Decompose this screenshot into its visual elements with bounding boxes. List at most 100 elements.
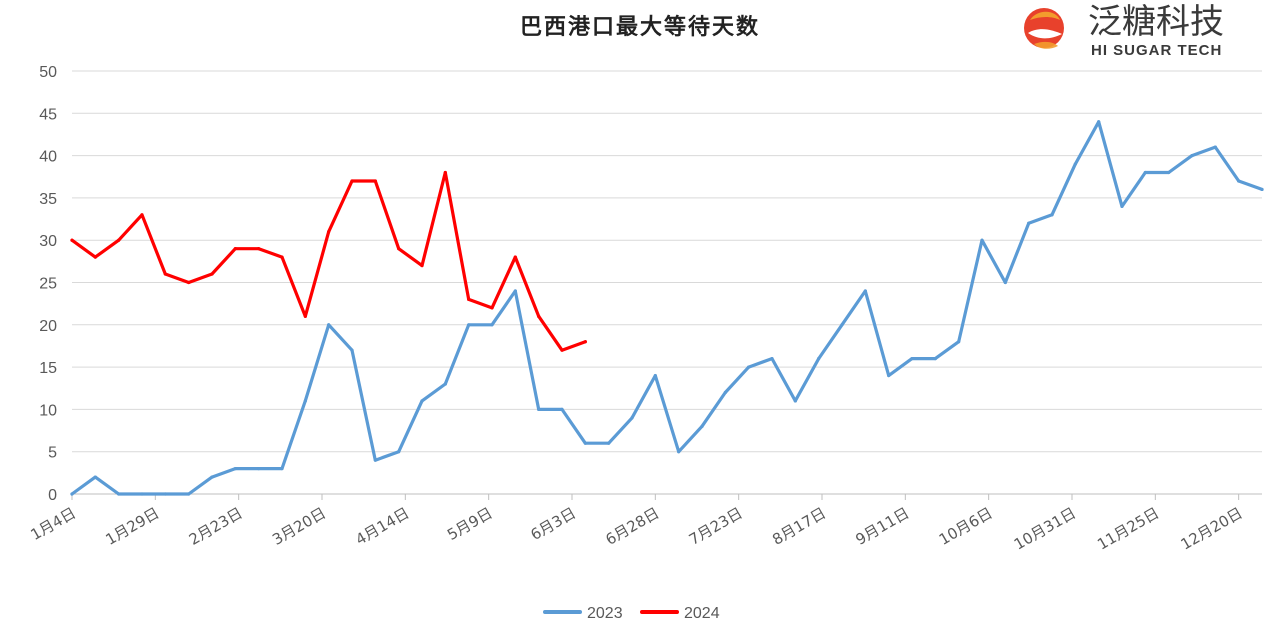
data-point-2024 [537, 314, 541, 318]
data-point-2024 [513, 255, 517, 259]
data-point-2023 [1027, 221, 1031, 225]
legend-item-2024[interactable]: 2024 [640, 605, 720, 622]
y-tick-label: 40 [39, 149, 57, 166]
data-point-2024 [583, 340, 587, 344]
legend: 2023 2024 [543, 605, 720, 622]
logo-mark [1024, 8, 1064, 49]
data-point-2023 [583, 441, 587, 445]
data-point-2023 [1003, 280, 1007, 285]
x-tick-label: 10月6日 [936, 504, 996, 549]
data-point-2023 [233, 467, 237, 471]
data-point-2023 [747, 365, 751, 369]
x-tick-label: 3月20日 [269, 504, 329, 549]
grid [72, 70, 1262, 453]
data-point-2023 [187, 492, 191, 496]
y-tick-label: 25 [39, 276, 57, 293]
data-point-2024 [163, 272, 167, 276]
logo-name-cn: 泛糖科技 [1088, 2, 1224, 42]
x-tick-label: 6月28日 [603, 504, 663, 549]
data-point-2023 [957, 340, 961, 344]
data-point-2023 [560, 407, 564, 411]
series-layer [70, 120, 1264, 496]
data-point-2023 [210, 475, 214, 479]
x-tick-label: 12月20日 [1178, 504, 1246, 554]
logo: 泛糖科技 HI SUGAR TECH [1024, 2, 1224, 59]
data-point-2023 [723, 390, 727, 395]
data-point-2023 [303, 399, 307, 403]
data-point-2023 [933, 357, 937, 361]
x-tick-label: 6月3日 [527, 504, 579, 544]
data-point-2023 [93, 475, 97, 479]
x-tick-label: 4月14日 [353, 504, 413, 549]
data-point-2023 [257, 467, 261, 471]
y-tick-label: 5 [48, 445, 57, 462]
data-point-2023 [770, 357, 774, 361]
y-tick-label: 15 [39, 360, 57, 377]
data-point-2023 [280, 467, 284, 471]
x-tick-label: 9月11日 [853, 504, 913, 549]
data-point-2023 [397, 450, 401, 454]
data-point-2023 [653, 373, 657, 378]
data-point-2024 [70, 238, 74, 242]
data-point-2023 [1167, 170, 1171, 175]
legend-label-2024: 2024 [684, 605, 720, 622]
y-tick-label: 35 [39, 191, 57, 208]
data-point-2023 [70, 492, 74, 496]
data-point-2023 [117, 492, 121, 496]
data-point-2024 [490, 306, 494, 310]
data-point-2023 [1073, 162, 1077, 166]
x-tick-label: 5月9日 [444, 504, 496, 544]
data-point-2024 [187, 280, 191, 285]
data-point-2024 [280, 255, 284, 259]
data-point-2023 [630, 416, 634, 420]
data-point-2023 [350, 348, 354, 352]
data-point-2023 [373, 458, 377, 462]
data-point-2023 [840, 323, 844, 327]
data-point-2024 [210, 272, 214, 276]
data-point-2024 [327, 230, 331, 234]
data-point-2023 [490, 323, 494, 327]
y-tick-label: 50 [39, 64, 57, 81]
data-point-2023 [1097, 120, 1101, 124]
data-point-2024 [93, 255, 97, 259]
data-point-2024 [443, 170, 447, 175]
x-tick-label: 2月23日 [186, 504, 246, 549]
y-axis: 0 5 10 15 20 25 30 35 40 45 50 [39, 64, 57, 504]
data-point-2024 [257, 247, 261, 251]
data-point-2023 [1143, 170, 1147, 175]
data-point-2023 [537, 407, 541, 411]
series-line-2023 [70, 120, 1264, 496]
data-point-2023 [1260, 187, 1264, 192]
data-point-2024 [560, 348, 564, 352]
data-point-2023 [607, 441, 611, 445]
data-point-2023 [467, 323, 471, 327]
data-point-2023 [817, 357, 821, 361]
data-point-2023 [1190, 154, 1194, 158]
data-point-2023 [163, 492, 167, 496]
legend-label-2023: 2023 [587, 605, 623, 622]
y-tick-label: 45 [39, 106, 57, 123]
data-point-2024 [397, 247, 401, 251]
data-point-2024 [350, 179, 354, 183]
data-point-2023 [420, 399, 424, 403]
x-tick-label: 8月17日 [769, 504, 829, 549]
y-tick-label: 20 [39, 318, 57, 335]
x-tick-label: 10月31日 [1011, 504, 1079, 554]
chart-title: 巴西港口最大等待天数 [520, 14, 760, 40]
x-tick-label: 7月23日 [686, 504, 746, 549]
data-point-2023 [980, 238, 984, 242]
data-point-2023 [887, 373, 891, 378]
data-point-2023 [700, 424, 704, 428]
data-point-2023 [443, 382, 447, 386]
data-point-2023 [863, 289, 867, 293]
logo-name-en: HI SUGAR TECH [1091, 42, 1222, 59]
data-point-2023 [1120, 204, 1124, 208]
data-point-2024 [233, 247, 237, 251]
x-tick-label: 1月4日 [27, 504, 79, 544]
data-point-2023 [1050, 213, 1054, 217]
data-point-2024 [373, 179, 377, 183]
data-point-2024 [420, 263, 424, 268]
data-point-2024 [117, 238, 121, 242]
legend-item-2023[interactable]: 2023 [543, 605, 623, 622]
